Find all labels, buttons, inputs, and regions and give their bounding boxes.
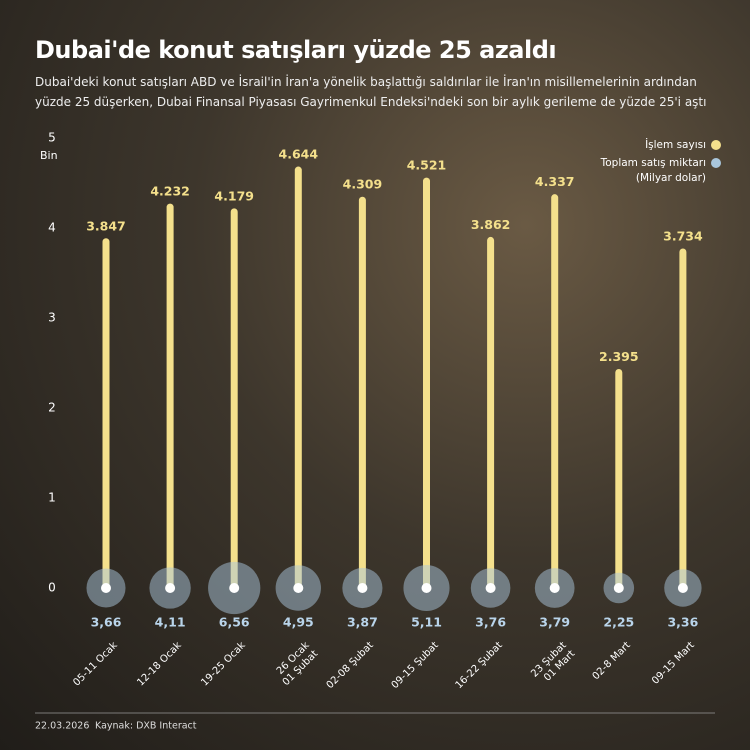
y-tick-label: 1 [48,491,56,505]
legend-swatch [711,140,721,150]
bubble-center [357,583,368,593]
bubble-center [165,583,176,593]
legend-label: İşlem sayısı [645,138,706,151]
chart-title: Dubai'de konut satışları yüzde 25 azaldı [35,36,557,64]
footer-source: Kaynak: DXB Interact [95,721,197,732]
value-label: 4,11 [155,615,186,630]
legend-swatch [711,158,721,168]
bubble-center [229,583,240,593]
value-label: 4.521 [407,158,447,173]
value-label: 2,25 [603,615,634,630]
bubble-center [101,583,111,593]
bubble-center [549,583,560,593]
value-label: 6,56 [219,615,250,630]
bubble-center [293,583,304,593]
value-label: 5,11 [411,615,442,630]
legend-note: (Milyar dolar) [636,172,706,184]
legend-label: Toplam satış miktarı [600,157,706,169]
value-label: 2.395 [599,349,639,364]
bubble-center [485,583,496,593]
value-label: 4,95 [283,615,314,630]
y-tick-label: 4 [48,221,56,235]
value-label: 4.232 [150,184,190,199]
value-label: 4.179 [214,188,254,203]
y-tick-label: 0 [48,581,56,595]
value-label: 3.734 [663,228,703,243]
value-label: 3,36 [667,615,698,630]
value-label: 3.862 [471,217,511,232]
y-tick-label: 3 [48,311,56,325]
y-tick-label: 5 [48,131,56,145]
bubble-center [613,583,624,593]
value-label: 4.309 [343,177,383,192]
bubble-center [677,583,688,593]
value-label: 3,76 [475,615,506,630]
value-label: 3.847 [86,218,126,233]
bubble-center [421,583,432,593]
chart-subtitle: Dubai'deki konut satışları ABD ve İsrail… [35,75,707,109]
value-label: 3,66 [91,615,122,630]
value-label: 3,87 [347,615,378,630]
footer-date: 22.03.2026 [35,721,89,732]
value-label: 3,79 [539,615,570,630]
y-tick-label: 2 [48,401,56,415]
value-label: 4.337 [535,174,575,189]
value-label: 4.644 [279,147,319,162]
y-axis-label: Bin [40,149,58,162]
